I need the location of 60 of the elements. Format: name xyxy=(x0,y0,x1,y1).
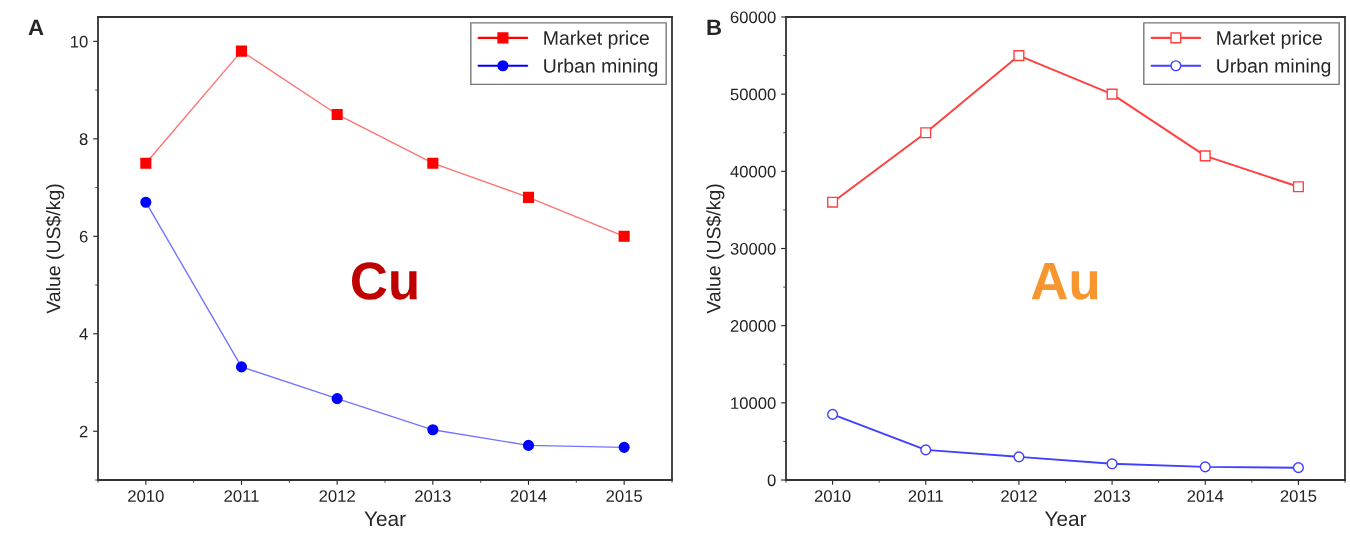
point xyxy=(920,444,932,456)
legend-label: Market price xyxy=(1217,30,1322,49)
legend-label: Urban mining xyxy=(544,58,658,77)
point xyxy=(331,108,343,121)
x-tick-label: 2010 xyxy=(128,490,164,502)
point xyxy=(331,393,343,405)
y-axis-title: Value (US$/kg) xyxy=(45,184,65,314)
point xyxy=(235,361,248,373)
x-tick-label: 2013 xyxy=(1094,490,1130,502)
x-tick-label: 2011 xyxy=(224,490,259,502)
point xyxy=(427,157,439,169)
point xyxy=(1013,451,1025,463)
point xyxy=(827,408,839,420)
y-tick-label: 2 xyxy=(79,425,88,438)
text: B xyxy=(707,19,722,35)
point xyxy=(140,157,152,169)
y-tick-label: 10000 xyxy=(731,397,776,410)
text: A xyxy=(28,19,44,35)
y-tick-label: 40000 xyxy=(730,165,776,178)
y-tick-label: 20000 xyxy=(730,320,776,332)
point xyxy=(235,45,248,57)
y-tick-label: 6 xyxy=(79,230,88,243)
point xyxy=(427,424,439,436)
point xyxy=(140,196,152,208)
y-tick-label: 4 xyxy=(79,328,88,340)
legend-label: Urban mining xyxy=(1217,58,1331,77)
y-tick-label: 0 xyxy=(767,474,776,487)
y-tick-label: 10 xyxy=(71,35,88,48)
point xyxy=(522,439,535,451)
y-tick-label: 60000 xyxy=(730,11,776,24)
x-tick-label: 2015 xyxy=(606,490,643,502)
x-tick-label: 2013 xyxy=(415,490,451,502)
point xyxy=(1199,150,1211,162)
annotation: Au xyxy=(1031,262,1098,300)
x-axis-title: Year xyxy=(364,511,406,527)
x-axis-title: Year xyxy=(1044,511,1087,527)
y-axis-title: Value (US$/kg) xyxy=(705,184,725,314)
y-tick-label: 50000 xyxy=(730,88,776,101)
point xyxy=(920,127,932,139)
point xyxy=(1292,462,1304,474)
x-tick-label: 2012 xyxy=(319,490,355,502)
x-tick-label: 2014 xyxy=(1187,490,1224,502)
point xyxy=(827,196,839,208)
annotation: Cu xyxy=(351,262,417,300)
point xyxy=(618,441,630,453)
x-tick-label: 2014 xyxy=(510,490,547,502)
point xyxy=(1013,50,1025,62)
x-tick-label: 2015 xyxy=(1280,490,1317,502)
point xyxy=(1106,88,1118,100)
legend-label: Market price xyxy=(544,30,649,49)
y-tick-label: 8 xyxy=(79,133,88,146)
x-tick-label: 2011 xyxy=(908,490,943,502)
point xyxy=(618,230,630,242)
y-tick-label: 30000 xyxy=(730,242,776,255)
point xyxy=(522,191,535,203)
point xyxy=(1106,458,1118,470)
point xyxy=(1199,461,1211,473)
point xyxy=(1292,181,1304,193)
x-tick-label: 2010 xyxy=(814,490,851,502)
x-tick-label: 2012 xyxy=(1001,490,1037,502)
